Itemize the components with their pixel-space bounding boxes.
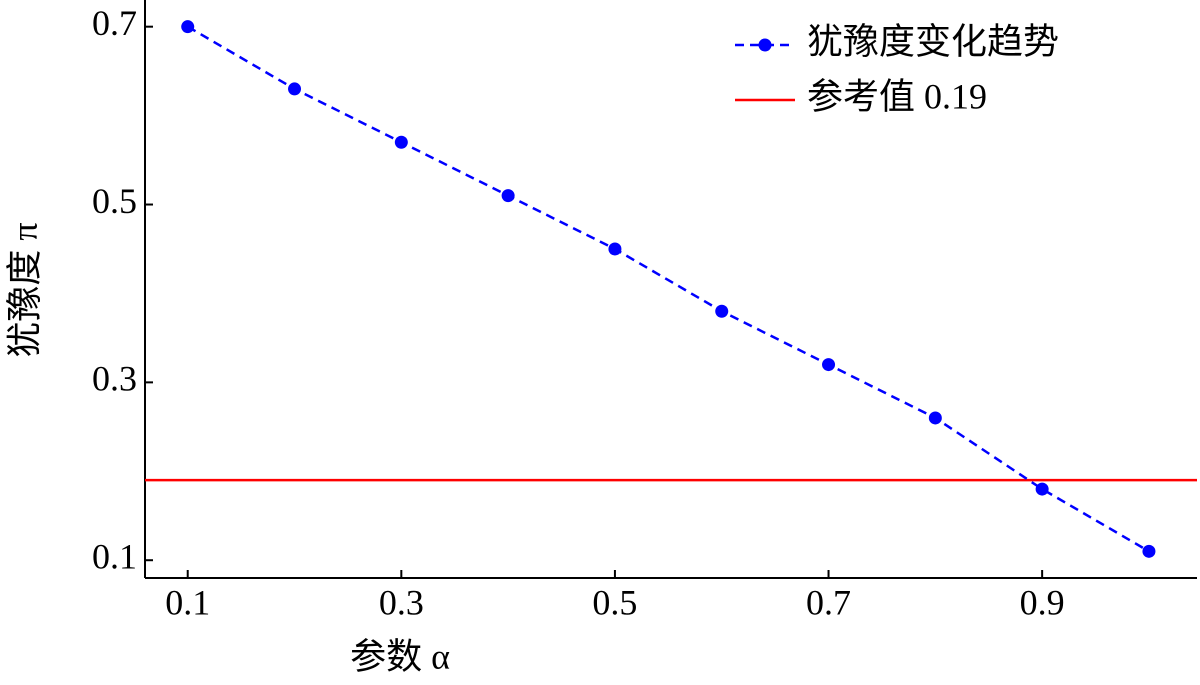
x-tick-label: 0.5 — [592, 582, 637, 622]
x-tick-label: 0.3 — [379, 582, 424, 622]
data-point — [181, 20, 195, 34]
data-point — [608, 242, 622, 256]
y-tick-label: 0.3 — [92, 359, 137, 399]
y-axis-label: 犹豫度 π — [4, 222, 44, 357]
data-point — [715, 304, 729, 318]
y-tick-label: 0.1 — [92, 536, 137, 576]
data-point — [1035, 482, 1049, 496]
data-point — [394, 135, 408, 149]
data-point — [501, 189, 515, 203]
legend-label: 参考值 0.19 — [807, 76, 987, 116]
data-point — [1142, 544, 1156, 558]
legend-label: 犹豫度变化趋势 — [807, 21, 1059, 61]
data-point — [288, 82, 302, 96]
data-point — [928, 411, 942, 425]
x-axis-label: 参数 α — [350, 636, 450, 676]
x-tick-label: 0.1 — [165, 582, 210, 622]
y-tick-label: 0.5 — [92, 181, 137, 221]
data-point — [822, 358, 836, 372]
x-tick-label: 0.7 — [806, 582, 851, 622]
series-line — [187, 25, 1150, 553]
y-tick-label: 0.7 — [92, 3, 137, 43]
legend-marker — [758, 38, 772, 52]
x-tick-label: 0.9 — [1020, 582, 1065, 622]
